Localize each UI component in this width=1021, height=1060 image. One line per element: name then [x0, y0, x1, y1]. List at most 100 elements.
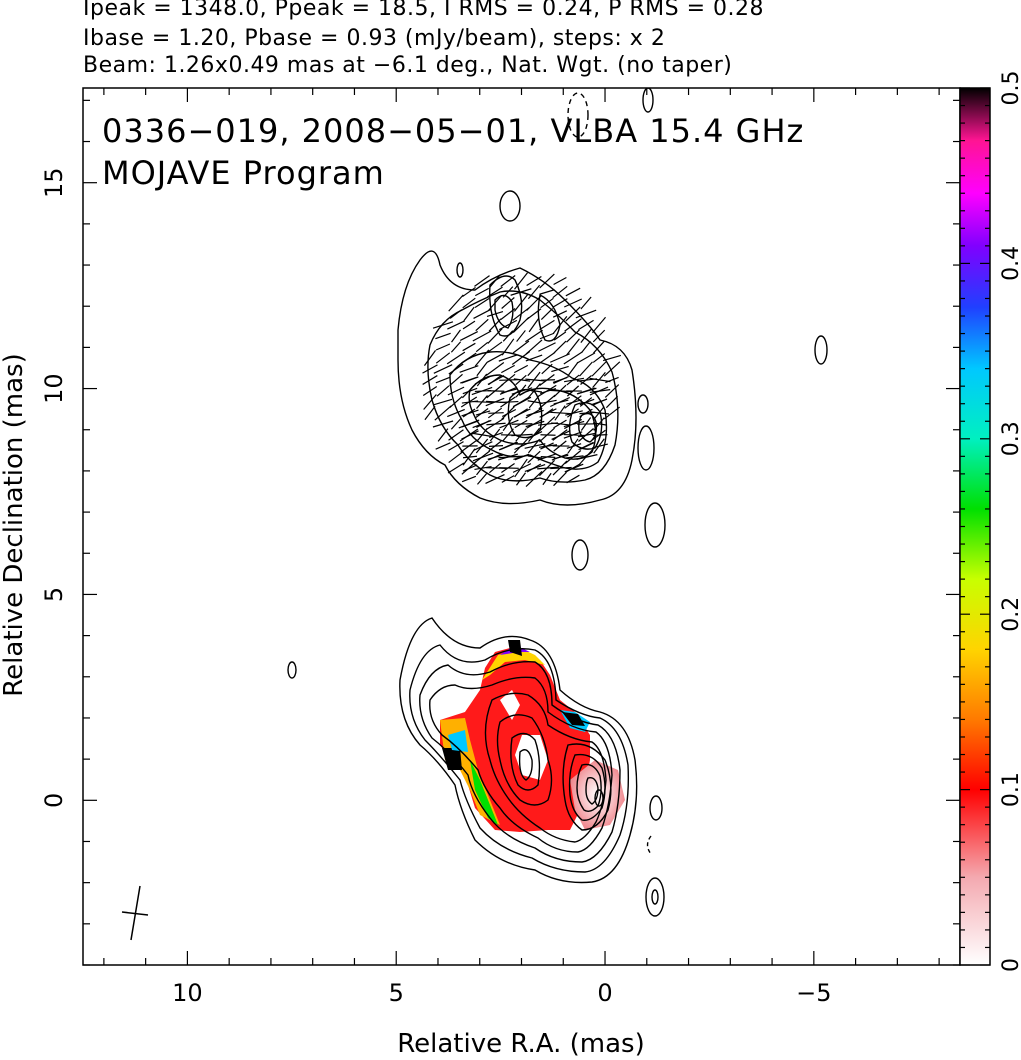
- evpa-vector: [435, 376, 451, 384]
- evpa-vector: [447, 386, 465, 396]
- header-line-1: Ipeak = 1348.0, Ppeak = 18.5, I RMS = 0.…: [83, 0, 764, 21]
- evpa-vector: [474, 287, 490, 297]
- evpa-vector: [459, 365, 479, 373]
- map-title: 0336−019, 2008−05−01, VLBA 15.4 GHz: [102, 112, 804, 150]
- evpa-vector: [589, 389, 611, 393]
- evpa-vector: [553, 331, 567, 341]
- evpa-vector: [592, 443, 608, 449]
- x-tick-label: 5: [389, 979, 404, 1007]
- evpa-vector: [461, 430, 479, 440]
- evpa-vector: [498, 319, 518, 331]
- evpa-vector: [432, 321, 454, 329]
- evpa-vector: [580, 296, 592, 310]
- evpa-vector: [538, 351, 556, 365]
- evpa-vector: [563, 420, 585, 428]
- colorbar-tick-label: 0.3: [999, 421, 1021, 456]
- evpa-vector: [539, 319, 555, 331]
- evpa-vector: [499, 419, 519, 429]
- evpa-vector: [511, 423, 533, 425]
- evpa-vector: [590, 411, 610, 415]
- evpa-vector: [563, 351, 583, 365]
- y-tick-label: 0: [40, 793, 68, 808]
- evpa-vector: [473, 441, 493, 451]
- evpa-vector: [512, 396, 532, 408]
- evpa-vector: [448, 429, 464, 441]
- evpa-vector: [461, 409, 479, 417]
- evpa-vector: [540, 297, 554, 309]
- evpa-vector: [525, 354, 543, 362]
- colorbar-tick-label: 0.4: [999, 246, 1021, 281]
- evpa-vector: [578, 319, 594, 331]
- evpa-vector: [498, 455, 520, 459]
- evpa-vector: [462, 297, 476, 309]
- evpa-vector: [576, 454, 598, 460]
- evpa-vector: [581, 340, 591, 354]
- evpa-vector: [592, 434, 608, 436]
- evpa-vector: [542, 472, 552, 486]
- evpa-vector: [461, 420, 479, 428]
- evpa-vector: [512, 317, 530, 333]
- evpa-vector: [540, 434, 556, 436]
- evpa-vector: [539, 399, 557, 405]
- evpa-vector: [514, 441, 530, 451]
- evpa-vector: [579, 442, 595, 450]
- evpa-vector: [422, 386, 438, 396]
- evpa-vector: [566, 399, 582, 405]
- evpa-vector: [566, 338, 580, 356]
- colorbar-labels: 0 0.1 0.2 0.3 0.4 0.5: [999, 71, 1021, 973]
- evpa-vector: [501, 338, 515, 356]
- evpa-vector: [502, 286, 514, 298]
- evpa-vector: [541, 363, 553, 375]
- evpa-vector: [424, 405, 436, 421]
- evpa-vector: [579, 398, 595, 406]
- evpa-vector: [589, 377, 611, 383]
- evpa-vector: [537, 466, 559, 470]
- evpa-vector: [474, 275, 490, 287]
- stokes-i-contours: [287, 88, 828, 917]
- evpa-vector: [563, 433, 585, 437]
- evpa-vector: [605, 395, 619, 409]
- evpa-vector: [448, 294, 464, 312]
- evpa-vector: [472, 400, 494, 404]
- evpa-vector: [511, 433, 533, 437]
- evpa-vector: [462, 342, 476, 352]
- evpa-vector: [540, 456, 556, 458]
- evpa-vector: [565, 306, 581, 322]
- evpa-vector: [446, 351, 466, 365]
- evpa-vector: [552, 316, 568, 334]
- evpa-vector: [553, 454, 569, 460]
- evpa-vector: [476, 420, 490, 428]
- evpa-vector: [433, 364, 453, 374]
- evpa-vector: [474, 297, 490, 309]
- evpa-vector: [513, 378, 531, 382]
- evpa-vector: [475, 341, 489, 353]
- evpa-vector: [501, 408, 517, 418]
- evpa-vector: [487, 286, 503, 298]
- evpa-vector: [448, 363, 464, 375]
- evpa-vector: [564, 463, 584, 473]
- evpa-vector: [436, 385, 450, 397]
- evpa-vector: [527, 400, 543, 404]
- evpa-vector: [553, 375, 569, 385]
- evpa-vector: [538, 444, 558, 448]
- evpa-vector: [579, 361, 593, 377]
- evpa-vector: [475, 318, 489, 332]
- evpa-vector: [526, 409, 544, 417]
- evpa-vector: [488, 318, 502, 332]
- evpa-vector: [451, 329, 461, 343]
- evpa-vector: [435, 442, 451, 450]
- evpa-vector: [450, 341, 462, 353]
- evpa-vector: [423, 350, 437, 366]
- evpa-vector: [577, 387, 597, 395]
- evpa-vector: [486, 422, 506, 426]
- evpa-vector: [575, 309, 597, 319]
- evpa-vector: [487, 328, 503, 344]
- polarization-vectors: [422, 272, 622, 487]
- x-tick-label: 10: [172, 979, 203, 1007]
- evpa-vector: [500, 275, 516, 287]
- evpa-vector: [450, 418, 462, 430]
- evpa-vector: [502, 330, 514, 342]
- evpa-vector: [499, 441, 519, 451]
- evpa-vector: [513, 364, 529, 374]
